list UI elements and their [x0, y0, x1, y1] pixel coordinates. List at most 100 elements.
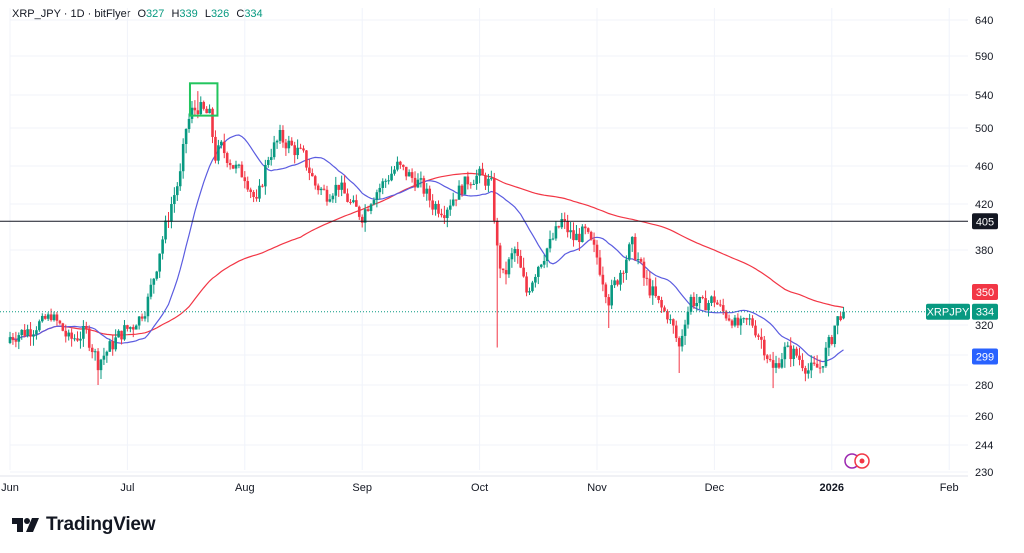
- y-tick-label: 640: [975, 15, 993, 27]
- candle-body: [404, 166, 408, 177]
- candle-body: [58, 320, 62, 324]
- y-tick-label: 420: [975, 199, 993, 211]
- candle-body: [137, 316, 141, 326]
- candle-body: [704, 298, 707, 311]
- candle-body: [387, 180, 390, 182]
- candle-body: [798, 355, 801, 360]
- candle-body: [220, 141, 223, 146]
- candle-body: [554, 226, 558, 239]
- price-tag: [972, 213, 998, 230]
- candle-body: [716, 302, 719, 305]
- candle-body: [545, 248, 549, 261]
- candle-body: [583, 226, 587, 229]
- candle-body: [231, 165, 235, 169]
- candle-body: [563, 219, 567, 221]
- candle-body: [308, 167, 311, 174]
- candle-body: [454, 199, 458, 201]
- candle-body: [79, 338, 82, 341]
- legend-low-value: 326: [210, 8, 230, 20]
- candle-body: [357, 206, 361, 217]
- candle-body: [287, 140, 291, 149]
- candle-body: [87, 328, 91, 348]
- candle-body: [416, 179, 420, 188]
- candle-body: [630, 236, 634, 245]
- candle-body: [11, 337, 15, 341]
- candle-body: [669, 319, 672, 321]
- candle-body: [589, 231, 593, 240]
- candle-body: [225, 153, 229, 163]
- legend-open-value: 327: [146, 8, 165, 20]
- candle-body: [815, 363, 819, 368]
- candle-body: [695, 303, 699, 307]
- candle-body: [384, 180, 387, 182]
- candle-body: [754, 325, 757, 336]
- candle-body: [812, 362, 816, 364]
- candle-body: [710, 296, 713, 304]
- candle-body: [240, 164, 244, 178]
- highlight-box[interactable]: [188, 82, 219, 117]
- tradingview-logo[interactable]: TradingView: [12, 514, 156, 536]
- candle-body: [478, 168, 481, 176]
- legend-close-value: 334: [244, 8, 263, 20]
- candle-body: [472, 183, 476, 185]
- candle-body: [120, 330, 123, 340]
- candle-body: [390, 173, 393, 181]
- candle-body: [795, 348, 798, 356]
- candle-body: [739, 318, 743, 326]
- candle-body: [252, 191, 255, 197]
- candle-body: [401, 164, 405, 167]
- candle-body: [501, 268, 505, 271]
- candle-body: [627, 244, 631, 260]
- legend-close-label: C: [236, 8, 245, 20]
- candle-body: [202, 102, 206, 109]
- candle-body: [460, 185, 464, 195]
- candle-body: [90, 347, 94, 353]
- candle-body: [131, 327, 135, 330]
- candle-body: [724, 311, 728, 319]
- candle-body: [249, 189, 252, 192]
- candle-body: [698, 297, 702, 304]
- candle-body: [152, 278, 156, 285]
- x-tick-label: Feb: [940, 482, 959, 494]
- candle-body: [413, 177, 417, 188]
- candle-body: [155, 271, 159, 279]
- candle-body: [164, 220, 167, 240]
- candle-body: [73, 338, 76, 340]
- candle-body: [836, 316, 839, 326]
- candle-body: [96, 351, 100, 371]
- candle-body: [67, 332, 70, 337]
- candle-body: [264, 164, 267, 187]
- candle-body: [733, 317, 737, 326]
- candle-body: [190, 107, 194, 119]
- candle-body: [305, 150, 308, 168]
- candle-body: [55, 314, 59, 321]
- candle-body: [290, 140, 294, 146]
- candle-body: [677, 338, 681, 347]
- candle-body: [428, 188, 432, 201]
- candle-body: [701, 297, 704, 299]
- candle-body: [768, 358, 772, 361]
- candle-body: [134, 325, 138, 330]
- x-tick-label: Nov: [587, 482, 607, 494]
- candle-body: [255, 196, 258, 199]
- candle-body: [184, 128, 188, 145]
- candle-body: [410, 172, 414, 178]
- candle-body: [214, 136, 217, 161]
- candle-body: [446, 209, 449, 219]
- candle-body: [393, 169, 396, 174]
- candle-body: [228, 162, 232, 166]
- candle-body: [425, 188, 429, 194]
- candle-body: [46, 314, 50, 319]
- candle-body: [566, 220, 569, 233]
- candle-body: [38, 321, 41, 331]
- candle-body: [751, 318, 754, 326]
- price-chart[interactable]: 230244260280300320380420460500540590640J…: [0, 0, 1024, 500]
- candle-body: [560, 219, 564, 228]
- candle-body: [581, 226, 584, 243]
- candle-body: [654, 286, 657, 297]
- x-tick-label: Oct: [471, 482, 488, 494]
- candle-body: [683, 324, 687, 336]
- candle-body: [762, 339, 766, 356]
- candle-body: [610, 285, 613, 306]
- candle-body: [636, 259, 640, 261]
